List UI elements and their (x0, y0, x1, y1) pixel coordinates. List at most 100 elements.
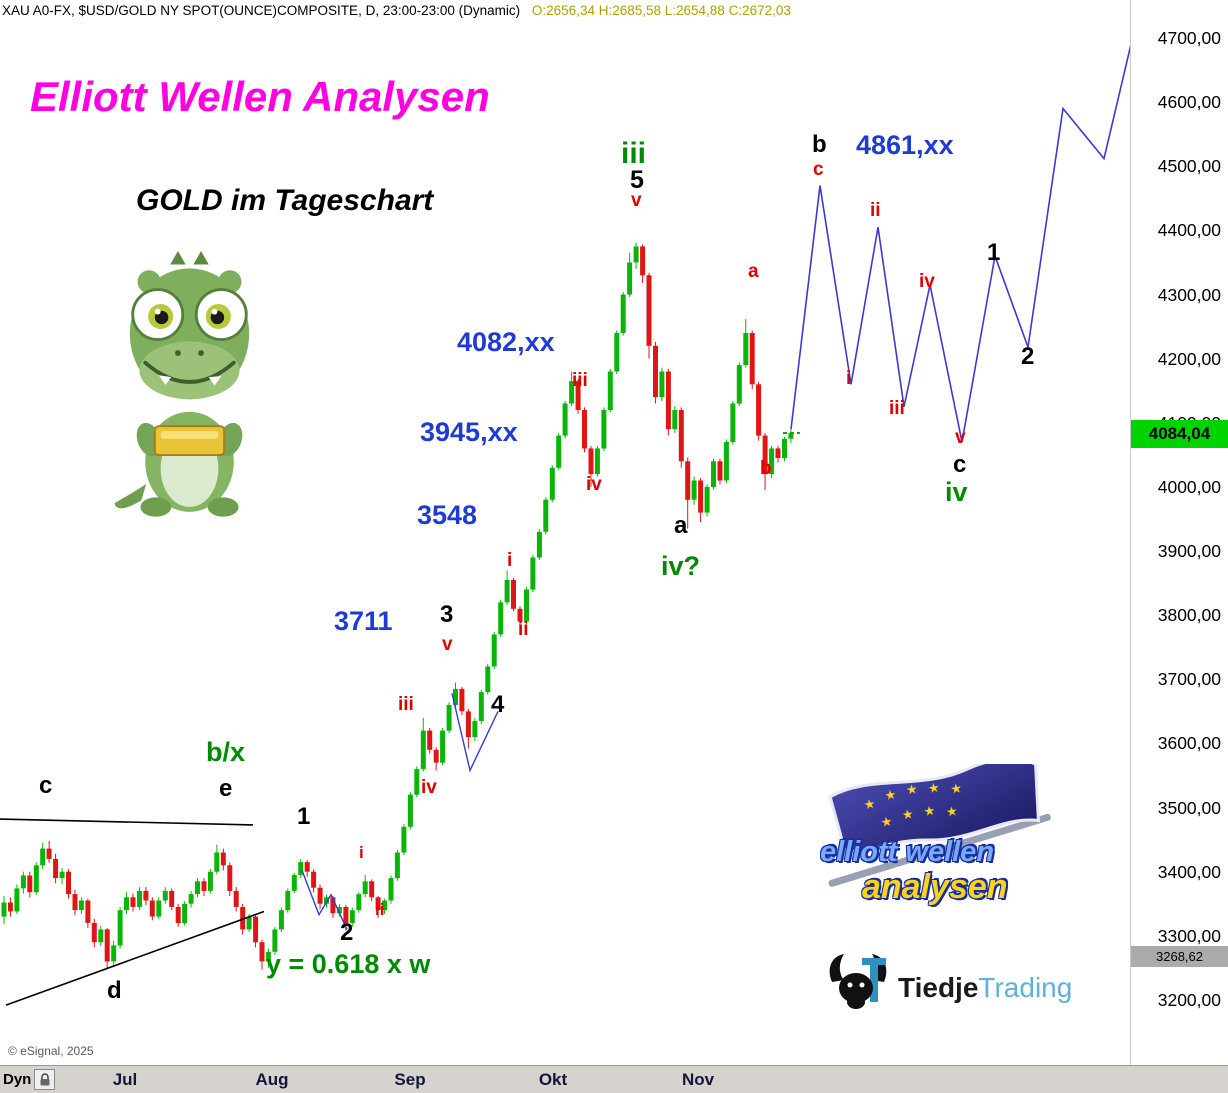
wave-c-black-proj: c (953, 451, 967, 478)
candle-body (388, 878, 394, 901)
candle-body (685, 461, 691, 500)
candle-body (46, 848, 52, 859)
candle-body (382, 900, 388, 911)
wave-iv-red-upper: iv (586, 474, 602, 495)
candle-body (614, 333, 620, 372)
candle-body (66, 871, 71, 895)
candle-body (343, 907, 349, 923)
candle-body (665, 371, 671, 430)
wave-4: 4 (491, 691, 505, 718)
wave-2-proj: 2 (1021, 343, 1035, 370)
svg-text:★: ★ (901, 806, 915, 823)
candle-body (78, 900, 84, 911)
price-axis[interactable]: 4700,00 4600,00 4500,00 4400,00 4300,00 4200,… (1130, 0, 1228, 1066)
session-low-badge: 3268,62 (1131, 945, 1228, 967)
candle-body (137, 890, 142, 907)
candle-body (427, 730, 433, 750)
candle-body (27, 875, 33, 893)
tiedje-trading-logo: TiedjeTrading (826, 952, 1106, 1024)
projection-main (790, 45, 1130, 443)
crocodile-graphic (114, 251, 250, 517)
candle-body (182, 903, 188, 923)
candle-body (149, 900, 155, 917)
candle-body (453, 688, 458, 705)
candle-body (117, 910, 123, 946)
candle-body (498, 602, 504, 635)
candle-body (175, 907, 181, 923)
candle-body (633, 246, 639, 263)
candle-body (220, 852, 226, 866)
candle-body (620, 294, 626, 333)
price-axis-tick: 3600,00 (1157, 733, 1221, 754)
candle-body (569, 381, 575, 404)
candle-body (14, 888, 20, 912)
price-axis-tick: 4600,00 (1157, 92, 1221, 113)
candle-body (311, 871, 317, 888)
candle-body (698, 480, 704, 513)
candle-body (478, 692, 484, 721)
candle-body (336, 907, 342, 914)
candle-body (543, 499, 549, 532)
candle-body (730, 403, 736, 442)
candle-body (782, 438, 787, 458)
wave-3: 3 (440, 601, 454, 628)
candle-body (53, 858, 59, 879)
current-price-badge: 4084,04 (1131, 420, 1228, 448)
wave-v-red-mid: v (442, 634, 453, 655)
candle-body (440, 730, 446, 763)
wave-iii-red-mid: iii (398, 694, 414, 715)
price-level-3711: 3711 (334, 606, 393, 636)
candle-body (504, 579, 510, 603)
price-target-4082: 4082,xx (457, 327, 555, 357)
candle-body (40, 848, 46, 866)
time-axis-month-jul: Jul (112, 1070, 138, 1089)
svg-text:★: ★ (927, 780, 941, 797)
wave-iii-proj: iii (889, 398, 905, 419)
candle-body (130, 897, 136, 907)
candle-body (207, 871, 213, 891)
candle-body (98, 929, 104, 943)
candle-body (594, 448, 600, 475)
wave-iv-proj: iv (919, 271, 935, 292)
lock-icon[interactable] (34, 1069, 55, 1090)
mascot-crocodile-image (112, 226, 267, 539)
price-target-4861: 4861,xx (856, 130, 954, 160)
dyn-label: Dyn (3, 1071, 32, 1088)
wave-c-proj: c (813, 159, 824, 180)
time-axis-month-nov: Nov (681, 1070, 715, 1089)
svg-text:★: ★ (949, 780, 963, 797)
eu-flag-icon: ★★ ★ ★ ★ ★ ★ ★ ★ (828, 757, 1051, 887)
price-level-3548: 3548 (417, 500, 478, 530)
candle-body (736, 365, 742, 404)
candlestick-chart[interactable] (0, 0, 1130, 1066)
time-axis-month-sep: Sep (394, 1070, 426, 1089)
candle-body (233, 890, 239, 907)
candle-body (459, 688, 465, 712)
candle-body (749, 333, 755, 385)
copyright-label: © eSignal, 2025 (8, 1044, 94, 1058)
wave-b-red: b (760, 458, 772, 479)
candle-body (195, 881, 200, 895)
candle-body (59, 871, 65, 879)
wave-c-left: c (39, 772, 53, 799)
wave-e-left: e (219, 775, 233, 802)
projection-wave1-2 (301, 870, 348, 930)
candle-body (285, 890, 291, 911)
candle-body (375, 897, 381, 911)
candle-body (575, 381, 581, 410)
price-axis-tick: 4300,00 (1157, 284, 1221, 305)
headline-subtitle: GOLD im Tageschart (136, 184, 434, 217)
symbol-title: XAU A0-FX, $USD/GOLD NY SPOT(OUNCE)COMPO… (2, 3, 521, 18)
candle-body (298, 862, 304, 875)
candle-body (253, 916, 259, 943)
tiedje-logo-suffix: Trading (978, 972, 1073, 1003)
headline-title: Elliott Wellen Analysen (30, 73, 490, 120)
bull-icon (829, 954, 887, 1009)
candle-body (582, 410, 587, 449)
wave-5-top: 5 (630, 166, 644, 194)
price-axis-tick: 3200,00 (1157, 989, 1221, 1010)
candle-body (536, 531, 542, 558)
time-axis-bar: Dyn Jul Aug Sep Okt Nov (0, 1065, 1228, 1093)
wave-b-proj: b (812, 131, 827, 158)
